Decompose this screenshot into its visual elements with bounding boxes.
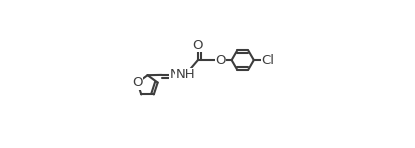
Text: NH: NH [176,68,195,81]
Text: O: O [193,39,203,52]
Text: N: N [169,68,179,81]
Text: O: O [132,76,143,89]
Text: Cl: Cl [261,54,274,67]
Text: O: O [215,54,226,67]
